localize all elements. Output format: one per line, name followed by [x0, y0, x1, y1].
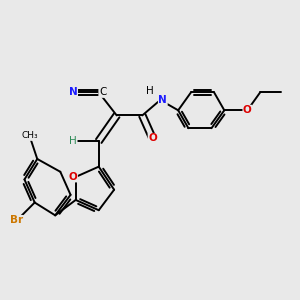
Text: H: H [69, 136, 77, 146]
Text: O: O [148, 134, 157, 143]
Text: O: O [69, 172, 77, 182]
Text: Br: Br [10, 215, 23, 226]
Text: N: N [69, 87, 77, 97]
Text: CH₃: CH₃ [21, 131, 38, 140]
Text: H: H [146, 86, 154, 96]
Text: O: O [243, 105, 252, 115]
Text: N: N [158, 95, 167, 105]
Text: C: C [99, 87, 106, 97]
